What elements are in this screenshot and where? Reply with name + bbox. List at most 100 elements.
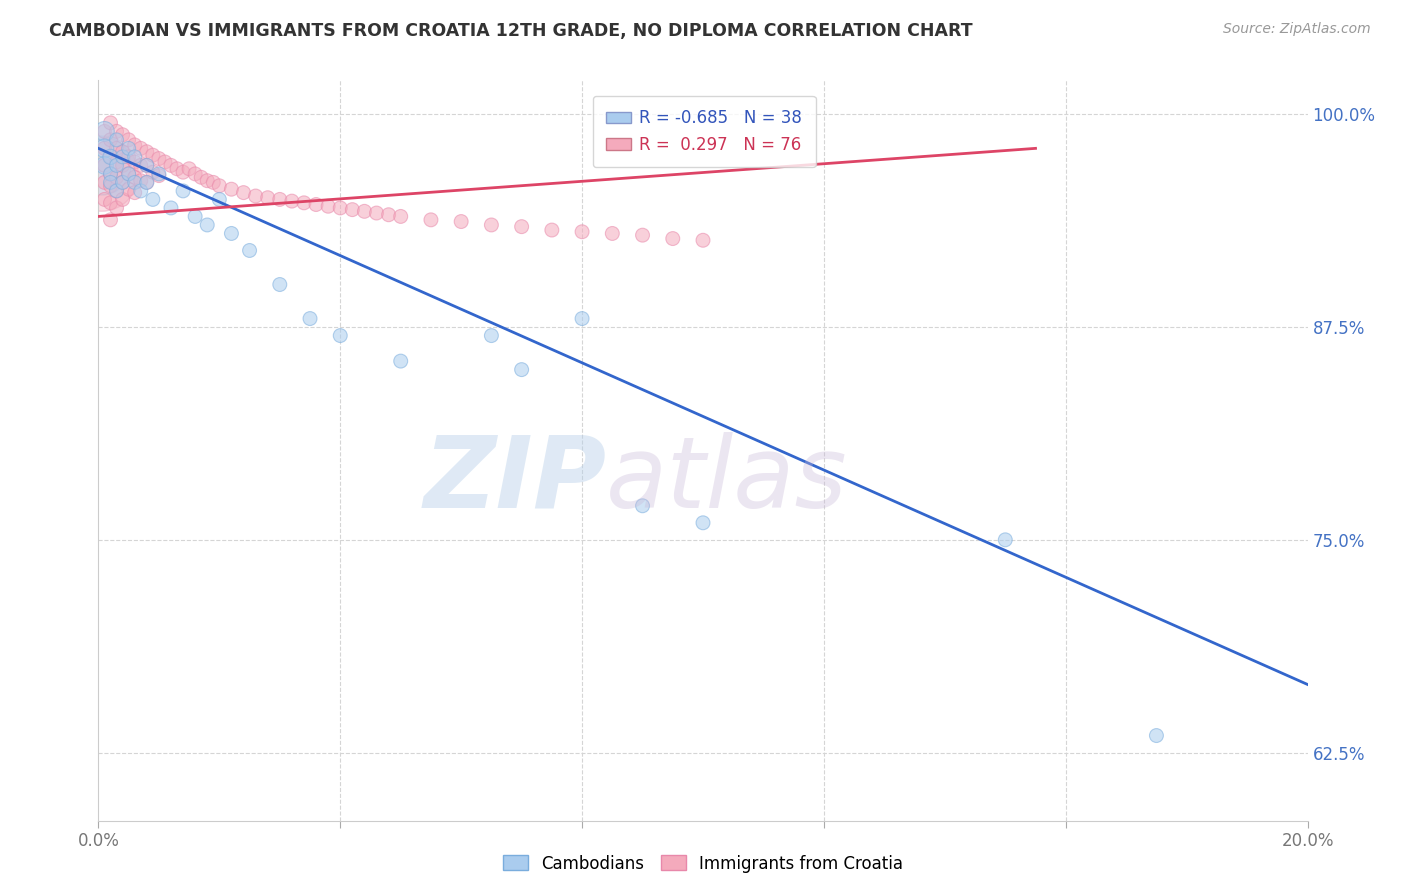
Point: [142, 148, 165, 162]
Point: [105, 133, 128, 147]
Point: [124, 150, 146, 164]
Point: [148, 169, 170, 183]
Text: Source: ZipAtlas.com: Source: ZipAtlas.com: [1223, 22, 1371, 37]
Point: [100, 133, 122, 147]
Point: [118, 167, 141, 181]
Point: [631, 499, 654, 513]
Point: [105, 170, 128, 185]
Point: [100, 150, 122, 164]
Point: [208, 178, 231, 193]
Point: [100, 150, 122, 164]
Text: CAMBODIAN VS IMMIGRANTS FROM CROATIA 12TH GRADE, NO DIPLOMA CORRELATION CHART: CAMBODIAN VS IMMIGRANTS FROM CROATIA 12T…: [49, 22, 973, 40]
Point: [179, 161, 201, 176]
Point: [105, 184, 128, 198]
Point: [184, 210, 207, 224]
Point: [129, 174, 152, 188]
Point: [100, 212, 122, 227]
Point: [105, 124, 128, 138]
Point: [90, 158, 112, 172]
Point: [510, 219, 533, 234]
Point: [111, 158, 134, 172]
Point: [329, 328, 352, 343]
Point: [256, 191, 278, 205]
Point: [105, 201, 128, 215]
Point: [510, 362, 533, 376]
Text: atlas: atlas: [606, 432, 848, 529]
Point: [329, 201, 352, 215]
Point: [353, 204, 375, 219]
Point: [93, 141, 115, 155]
Point: [299, 311, 322, 326]
Point: [208, 193, 231, 207]
Point: [540, 223, 562, 237]
Point: [124, 138, 146, 153]
Point: [269, 277, 291, 292]
Point: [118, 133, 141, 147]
Point: [148, 152, 170, 166]
Point: [389, 210, 412, 224]
Point: [377, 208, 399, 222]
Point: [118, 150, 141, 164]
Point: [111, 175, 134, 189]
Point: [100, 167, 122, 181]
Point: [221, 227, 243, 241]
Legend: Cambodians, Immigrants from Croatia: Cambodians, Immigrants from Croatia: [496, 848, 910, 880]
Point: [105, 155, 128, 169]
Point: [100, 195, 122, 210]
Point: [111, 150, 134, 164]
Point: [221, 182, 243, 196]
Point: [135, 158, 157, 172]
Point: [124, 186, 146, 200]
Point: [994, 533, 1017, 547]
Point: [420, 212, 443, 227]
Point: [118, 167, 141, 181]
Point: [316, 199, 339, 213]
Point: [602, 227, 624, 241]
Point: [202, 175, 225, 189]
Point: [292, 195, 315, 210]
Point: [160, 201, 183, 215]
Point: [135, 175, 157, 189]
Point: [631, 228, 654, 243]
Point: [184, 167, 207, 181]
Point: [692, 516, 714, 530]
Point: [450, 214, 472, 228]
Point: [105, 184, 128, 198]
Point: [93, 158, 115, 172]
Point: [481, 218, 503, 232]
Point: [571, 225, 593, 239]
Point: [232, 186, 254, 200]
Point: [90, 167, 112, 181]
Point: [124, 170, 146, 185]
Point: [100, 167, 122, 181]
Point: [153, 155, 176, 169]
Point: [281, 194, 304, 208]
Point: [195, 174, 218, 188]
Point: [100, 175, 122, 189]
Point: [111, 193, 134, 207]
Point: [135, 145, 157, 159]
Point: [481, 328, 503, 343]
Point: [100, 116, 122, 130]
Point: [111, 145, 134, 159]
Point: [142, 193, 165, 207]
Point: [239, 244, 262, 258]
Point: [93, 193, 115, 207]
Point: [124, 175, 146, 189]
Point: [111, 175, 134, 189]
Point: [93, 124, 115, 138]
Point: [166, 161, 188, 176]
Point: [105, 141, 128, 155]
Point: [105, 158, 128, 172]
Point: [124, 155, 146, 169]
Point: [93, 158, 115, 172]
Point: [195, 218, 218, 232]
Point: [172, 184, 194, 198]
Point: [245, 189, 267, 203]
Point: [135, 158, 157, 172]
Point: [305, 197, 328, 211]
Point: [93, 175, 115, 189]
Point: [100, 178, 122, 193]
Point: [129, 141, 152, 155]
Point: [342, 202, 364, 217]
